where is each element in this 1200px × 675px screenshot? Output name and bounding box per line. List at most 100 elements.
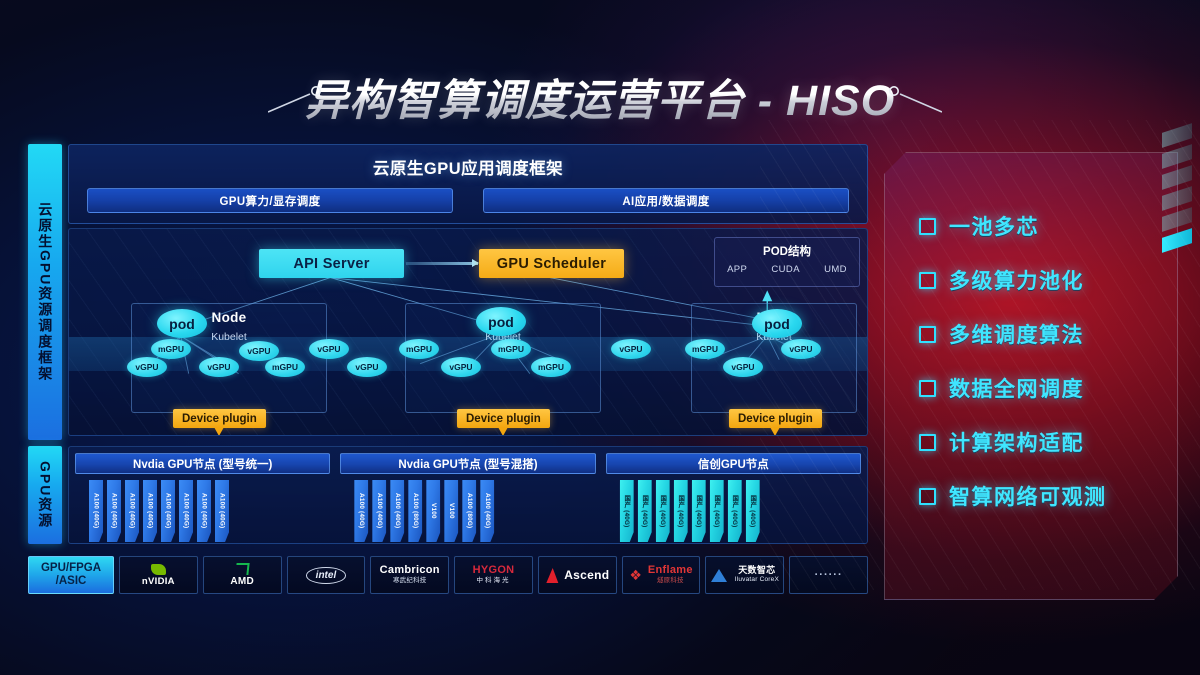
- checkbox-icon: [919, 326, 936, 343]
- pod-node-3[interactable]: pod: [752, 309, 802, 338]
- vendor-category-label: GPU/FPGA /ASIC: [28, 556, 114, 594]
- highlights-panel: 一池多芯 多级算力池化 多维调度算法 数据全网调度 计算架构适配 智算网络可观测: [884, 152, 1178, 600]
- vendor-enflame[interactable]: ❖ Enflame 燧原科技: [621, 556, 701, 594]
- gpu-card[interactable]: 国产 (40G): [619, 480, 634, 542]
- gpu-chip-n3-2[interactable]: mGPU: [685, 339, 725, 359]
- gpu-card[interactable]: A100 (40G): [143, 480, 157, 542]
- gpu-card-label: 国产 (40G): [695, 494, 703, 528]
- vendor-ascend[interactable]: Ascend: [537, 556, 617, 594]
- gpu-card[interactable]: A100 (40G): [215, 480, 229, 542]
- gpu-card-label: A100 (40G): [483, 493, 491, 529]
- slide-title-block: 异构智算调度运营平台 - HISO: [0, 66, 1200, 128]
- framework-pill-compute[interactable]: GPU算力/显存调度: [87, 188, 453, 213]
- pod-layer-cuda: CUDA: [771, 264, 800, 275]
- vendor-cambricon[interactable]: Cambricon 寒武纪科技: [370, 556, 450, 594]
- gpu-chip-n3-1[interactable]: vGPU: [611, 339, 651, 359]
- vendor-name: 天数智芯: [738, 565, 776, 576]
- gpu-scheduler-box[interactable]: GPU Scheduler: [479, 249, 624, 278]
- vendor-logo-strip: GPU/FPGA /ASIC nVIDIA AMD intel Cambrico…: [28, 556, 869, 594]
- gpu-card[interactable]: A100 (40G): [354, 480, 369, 542]
- highlight-item-2[interactable]: 多级算力池化: [919, 253, 1177, 307]
- gpu-chip-n2-5[interactable]: mGPU: [491, 339, 531, 359]
- highlight-item-6[interactable]: 智算网络可观测: [919, 469, 1177, 523]
- gpu-card[interactable]: 国产 (40G): [709, 480, 724, 542]
- highlight-item-1[interactable]: 一池多芯: [919, 199, 1177, 253]
- gpu-card-list-3: 国产 (40G) 国产 (40G) 国产 (40G) 国产 (40G) 国产 (…: [606, 480, 861, 543]
- gpu-card-label: 国产 (40G): [713, 494, 721, 528]
- gpu-card-label: A100 (40G): [182, 493, 190, 529]
- pod-node-1[interactable]: pod: [157, 309, 207, 338]
- gpu-card[interactable]: A100 (40G): [161, 480, 175, 542]
- vendor-name: AMD: [230, 576, 255, 587]
- highlight-item-4[interactable]: 数据全网调度: [919, 361, 1177, 415]
- api-server-box[interactable]: API Server: [259, 249, 404, 278]
- gpu-card[interactable]: A100 (40G): [197, 480, 211, 542]
- pod-structure-title: POD结构: [763, 246, 811, 258]
- title-left-deco-icon: [268, 86, 321, 113]
- vendor-iluvatar[interactable]: 天数智芯 Iluvatar CoreX: [705, 556, 785, 594]
- gpu-chip-n1-3[interactable]: vGPU: [199, 357, 239, 377]
- gpu-card[interactable]: A100 (40G): [480, 480, 495, 542]
- vendor-more[interactable]: ······: [789, 556, 869, 594]
- highlight-item-3[interactable]: 多维调度算法: [919, 307, 1177, 361]
- gpu-chip-n2-2[interactable]: vGPU: [347, 357, 387, 377]
- pod-layer-app: APP: [727, 264, 748, 275]
- gpu-chip-n1-2[interactable]: mGPU: [151, 339, 191, 359]
- gpu-card[interactable]: V100: [426, 480, 441, 542]
- gpu-card[interactable]: A100 (40G): [125, 480, 139, 542]
- gpu-card[interactable]: V100: [444, 480, 459, 542]
- device-plugin-3[interactable]: Device plugin: [729, 409, 822, 435]
- vendor-amd[interactable]: AMD: [202, 556, 282, 594]
- gpu-card[interactable]: 国产 (40G): [655, 480, 670, 542]
- highlight-label: 多维调度算法: [949, 324, 1084, 347]
- gpu-card[interactable]: 国产 (40G): [637, 480, 652, 542]
- gpu-group-header-3[interactable]: 信创GPU节点: [605, 453, 861, 474]
- gpu-chip-n2-3[interactable]: mGPU: [399, 339, 439, 359]
- vendor-hygon[interactable]: HYGON 中科海光: [454, 556, 533, 594]
- gpu-chip-n1-5[interactable]: mGPU: [265, 357, 305, 377]
- cluster-region: API Server GPU Scheduler POD结构 APP CUDA …: [68, 228, 868, 436]
- gpu-chip-n2-6[interactable]: mGPU: [531, 357, 571, 377]
- gpu-card[interactable]: 国产 (40G): [691, 480, 706, 542]
- gpu-card-label: 国产 (40G): [731, 494, 739, 528]
- gpu-chip-n1-4[interactable]: vGPU: [239, 341, 279, 361]
- gpu-chip-n1-1[interactable]: vGPU: [127, 357, 167, 377]
- highlight-label: 一池多芯: [949, 216, 1039, 239]
- gpu-chip-n3-4[interactable]: vGPU: [781, 339, 821, 359]
- gpu-card-list-1: A100 (40G) A100 (40G) A100 (40G) A100 (4…: [75, 480, 330, 543]
- gpu-card[interactable]: A100 (40G): [107, 480, 121, 542]
- gpu-group-header-1[interactable]: Nvdia GPU节点 (型号统一): [75, 453, 331, 474]
- gpu-card[interactable]: A100 (40G): [89, 480, 103, 542]
- iluvatar-triangle-icon: [710, 568, 727, 582]
- highlight-item-5[interactable]: 计算架构适配: [919, 415, 1177, 469]
- gpu-card[interactable]: 国产 (40G): [727, 480, 742, 542]
- device-plugin-2[interactable]: Device plugin: [457, 409, 550, 435]
- rail-label-scheduling-framework: 云原生GPU资源调度框架: [28, 144, 62, 440]
- vendor-name: Ascend: [564, 568, 610, 582]
- gpu-card-label: 国产 (40G): [623, 494, 631, 528]
- vendor-nvidia[interactable]: nVIDIA: [119, 556, 198, 594]
- page-title: 异构智算调度运营平台 - HISO: [305, 66, 895, 128]
- vendor-category-line2: /ASIC: [55, 575, 87, 587]
- gpu-card[interactable]: A100 (80G): [462, 480, 477, 542]
- vendor-intel[interactable]: intel: [286, 556, 366, 594]
- gpu-card[interactable]: A100 (40G): [390, 480, 405, 542]
- pod-node-2[interactable]: pod: [476, 307, 526, 336]
- gpu-card[interactable]: 国产 (40G): [673, 480, 688, 542]
- checkbox-icon: [919, 218, 936, 235]
- gpu-group-header-2[interactable]: Nvdia GPU节点 (型号混搭): [340, 453, 596, 474]
- gpu-chip-n2-1[interactable]: vGPU: [309, 339, 349, 359]
- nvidia-eye-icon: [150, 563, 166, 575]
- device-plugin-1[interactable]: Device plugin: [173, 409, 266, 435]
- gpu-chip-n2-4[interactable]: vGPU: [441, 357, 481, 377]
- gpu-card-label: A100 (40G): [218, 493, 226, 529]
- node-kubelet-1: Kubelet: [211, 331, 247, 343]
- gpu-card-list-2: A100 (40G) A100 (40G) A100 (40G) A100 (8…: [340, 480, 595, 543]
- gpu-chip-n3-3[interactable]: vGPU: [723, 357, 763, 377]
- gpu-card[interactable]: A100 (40G): [179, 480, 193, 542]
- gpu-card-label: A100 (40G): [128, 493, 136, 529]
- gpu-card[interactable]: 国产 (40G): [745, 480, 760, 542]
- gpu-card[interactable]: A100 (40G): [372, 480, 387, 542]
- gpu-card[interactable]: A100 (80G): [408, 480, 423, 542]
- framework-pill-ai[interactable]: AI应用/数据调度: [483, 188, 849, 213]
